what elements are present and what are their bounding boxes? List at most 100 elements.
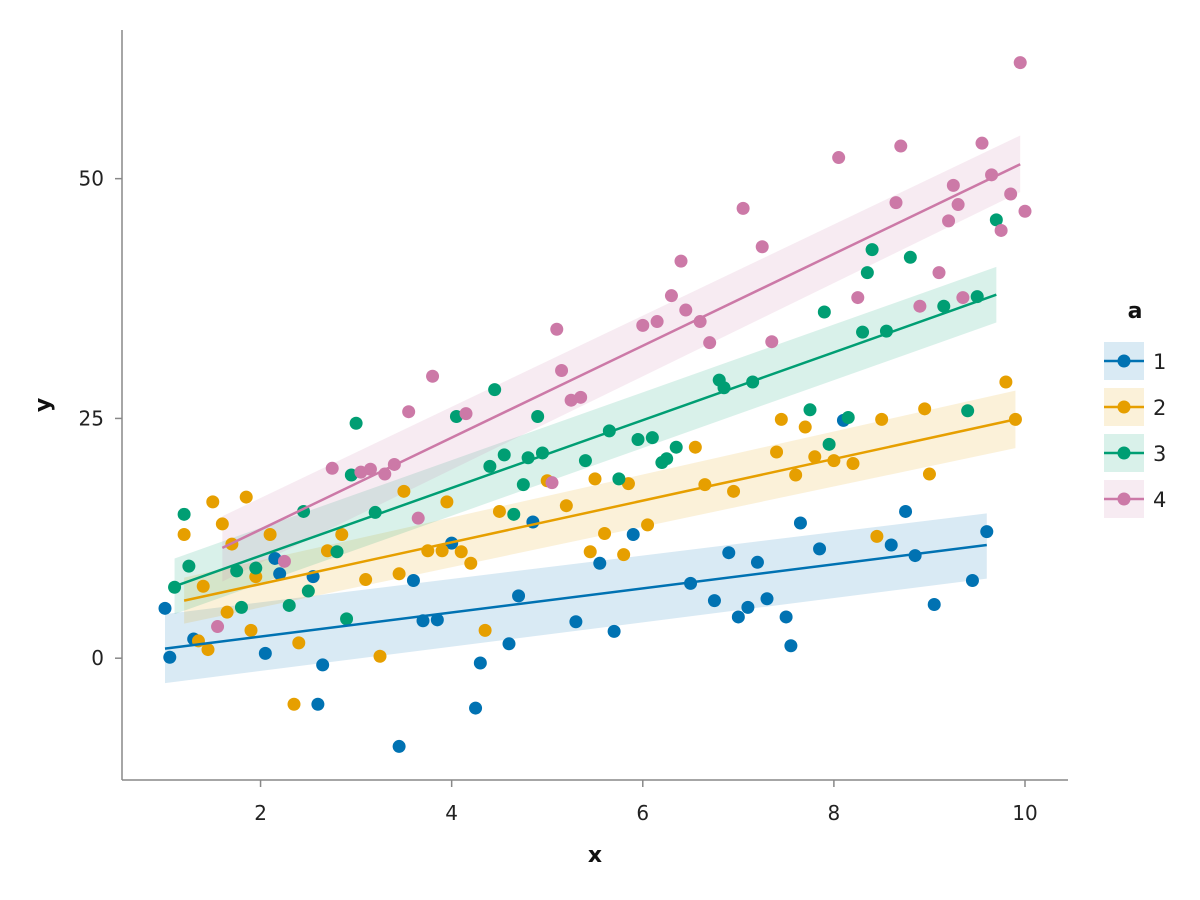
data-point-2	[774, 412, 788, 426]
legend-label: 2	[1153, 396, 1166, 420]
data-point-1	[760, 592, 774, 606]
data-point-2	[641, 518, 655, 532]
data-point-1	[927, 597, 941, 611]
data-point-1	[316, 658, 330, 672]
legend-marker	[1117, 400, 1131, 414]
data-point-3	[507, 507, 521, 521]
data-point-2	[808, 450, 822, 464]
confidence-band-2	[184, 390, 1016, 624]
data-point-4	[211, 620, 225, 634]
data-point-2	[177, 527, 191, 541]
data-point-3	[860, 266, 874, 280]
data-point-1	[722, 546, 736, 560]
data-point-3	[349, 416, 363, 430]
data-point-1	[430, 613, 444, 627]
data-point-4	[1013, 56, 1027, 70]
data-point-4	[664, 289, 678, 303]
data-point-2	[335, 527, 349, 541]
data-point-3	[230, 564, 244, 578]
data-point-1	[569, 615, 583, 629]
x-tick-label: 2	[254, 801, 267, 825]
data-point-3	[282, 598, 296, 612]
data-point-4	[946, 178, 960, 192]
data-point-1	[163, 650, 177, 664]
data-point-3	[645, 431, 659, 445]
data-point-2	[196, 579, 210, 593]
y-tick-label: 25	[79, 406, 104, 430]
data-point-2	[999, 375, 1013, 389]
data-point-3	[612, 472, 626, 486]
data-point-3	[497, 448, 511, 462]
data-point-2	[492, 504, 506, 518]
y-ticks: 0 25 50	[79, 167, 122, 670]
data-point-4	[994, 223, 1008, 237]
legend-item-1: 1	[1104, 342, 1166, 380]
x-tick-label: 6	[636, 801, 649, 825]
data-point-2	[320, 544, 334, 558]
data-point-1	[750, 555, 764, 569]
data-point-2	[598, 527, 612, 541]
data-point-4	[703, 336, 717, 350]
data-point-2	[292, 636, 306, 650]
data-point-3	[516, 478, 530, 492]
data-point-1	[593, 556, 607, 570]
data-point-3	[330, 545, 344, 559]
data-point-1	[158, 601, 172, 615]
legend-marker	[1117, 446, 1131, 460]
data-point-1	[406, 574, 420, 588]
y-tick-label: 0	[91, 646, 104, 670]
data-point-1	[741, 600, 755, 614]
data-point-4	[426, 369, 440, 383]
data-point-4	[411, 511, 425, 525]
data-point-1	[884, 538, 898, 552]
legend-item-2: 2	[1104, 388, 1166, 426]
legend: a 1 2 3 4	[1104, 299, 1166, 518]
data-point-2	[583, 545, 597, 559]
data-point-4	[550, 322, 564, 336]
data-point-2	[918, 402, 932, 416]
data-point-2	[870, 529, 884, 543]
data-point-1	[258, 646, 272, 660]
data-point-4	[755, 240, 769, 254]
fit-line-1	[164, 543, 987, 650]
data-point-3	[182, 559, 196, 573]
data-point-3	[631, 433, 645, 447]
data-point-1	[908, 549, 922, 563]
legend-item-3: 3	[1104, 434, 1166, 472]
data-point-4	[1018, 204, 1032, 218]
data-point-2	[798, 420, 812, 434]
data-point-4	[832, 151, 846, 165]
data-point-4	[363, 462, 377, 476]
data-point-3	[841, 410, 855, 424]
data-point-2	[435, 544, 449, 558]
data-point-3	[856, 325, 870, 339]
y-axis-title: y	[31, 398, 56, 412]
data-point-4	[913, 299, 927, 313]
data-point-1	[273, 567, 287, 581]
data-point-1	[469, 701, 483, 715]
data-point-1	[793, 516, 807, 530]
data-point-2	[263, 527, 277, 541]
data-point-2	[789, 468, 803, 482]
legend-label: 1	[1153, 350, 1166, 374]
data-point-1	[980, 525, 994, 539]
data-point-2	[215, 517, 229, 531]
x-tick-label: 10	[1012, 801, 1037, 825]
data-point-4	[277, 554, 291, 568]
data-point-4	[932, 266, 946, 280]
data-point-2	[287, 697, 301, 711]
data-point-3	[531, 410, 545, 424]
fit-line-2	[183, 418, 1016, 602]
data-point-2	[588, 472, 602, 486]
data-point-1	[965, 574, 979, 588]
legend-item-4: 4	[1104, 480, 1166, 518]
data-point-1	[473, 656, 487, 670]
data-point-3	[865, 243, 879, 257]
x-ticks: 2 4 6 8 10	[254, 780, 1038, 825]
data-point-3	[803, 403, 817, 417]
data-point-3	[903, 250, 917, 264]
legend-marker	[1117, 354, 1131, 368]
confidence-band-1	[165, 513, 987, 684]
data-point-2	[220, 605, 234, 619]
data-point-4	[679, 303, 693, 317]
